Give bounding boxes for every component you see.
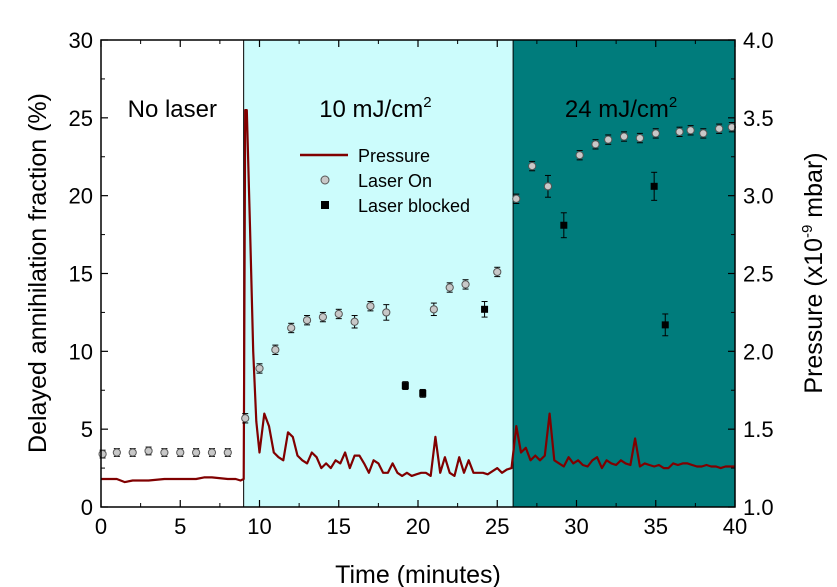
y2-tick-label-5: 3.5: [743, 106, 774, 131]
region-backgrounds: [101, 40, 735, 507]
laser-on-point-14: [318, 312, 327, 322]
laser-on-point-4: [160, 448, 169, 457]
laser-on-point-30: [635, 133, 645, 143]
laser-blocked-point-0: [401, 382, 409, 390]
region-1-label-sup: 2: [423, 94, 431, 111]
laser-on-point-26: [575, 151, 584, 160]
x-tick-label-2: 10: [247, 514, 271, 539]
y-tick-label-6: 30: [69, 28, 93, 53]
laser-on-point-8: [223, 448, 232, 457]
region-0-label-text: No laser: [128, 96, 217, 123]
y2-tick-label-6: 4.0: [743, 28, 774, 53]
laser-blocked-series: [401, 171, 669, 398]
y2-tick-label-0: 1.0: [743, 495, 774, 520]
region-1-label: 10 mJ/cm2: [319, 94, 431, 123]
legend-laser-blocked-label: Laser blocked: [358, 196, 470, 216]
laser-on-point-34: [699, 129, 708, 138]
laser-on-point-25: [543, 182, 553, 191]
x-tick-label-4: 20: [406, 514, 430, 539]
y-tick-label-4: 20: [69, 184, 93, 209]
x-tick-label-0: 0: [95, 514, 107, 539]
laser-on-point-1: [112, 448, 121, 457]
region-0-label: No laser: [128, 96, 217, 123]
laser-on-point-16: [350, 317, 359, 326]
laser-on-point-18: [382, 308, 391, 317]
laser-on-point-15: [334, 309, 343, 319]
y-tick-label-0: 0: [81, 495, 93, 520]
pressure-line: [101, 108, 735, 484]
y2-axis-title-unit: mbar): [800, 152, 828, 224]
region-2-label-sup: 2: [669, 94, 677, 111]
y-axis-right: 1.0 1.5 2.0 2.5 3.0 3.5 4.0: [728, 28, 774, 520]
y2-axis-title: Pressure (x10-9 mbar): [799, 152, 828, 393]
laser-on-point-33: [686, 126, 695, 135]
region-1-label-text: 10 mJ/cm: [319, 96, 423, 123]
laser-on-point-6: [192, 448, 201, 457]
laser-on-point-12: [287, 323, 296, 333]
laser-blocked-point-4: [650, 182, 658, 190]
legend-laser-blocked-swatch: [321, 201, 329, 209]
laser-on-point-21: [461, 280, 470, 289]
y2-tick-label-1: 1.5: [743, 417, 774, 442]
legend-pressure-label: Pressure: [358, 146, 430, 166]
laser-on-point-32: [675, 127, 684, 136]
x-tick-label-8: 40: [723, 514, 747, 539]
y-axis-title: Delayed annihilation fraction (%): [24, 93, 52, 453]
y2-axis-title-main: Pressure (x10: [800, 238, 828, 394]
laser-on-point-5: [176, 448, 185, 457]
laser-blocked-point-2: [481, 305, 489, 313]
laser-on-point-23: [512, 194, 521, 203]
y2-tick-label-4: 3.0: [743, 184, 774, 209]
laser-on-point-7: [207, 448, 217, 457]
laser-blocked-point-5: [661, 321, 669, 329]
laser-on-point-11: [271, 345, 280, 354]
laser-on-point-19: [429, 305, 438, 314]
laser-on-point-9: [241, 414, 250, 423]
laser-on-point-22: [493, 267, 502, 277]
laser-on-point-35: [715, 124, 724, 133]
y-tick-label-2: 10: [69, 339, 93, 364]
laser-on-point-0: [98, 449, 107, 459]
legend-laser-on-swatch: [320, 175, 330, 185]
x-tick-label-3: 15: [327, 514, 351, 539]
laser-on-point-29: [619, 132, 629, 141]
laser-on-point-28: [604, 135, 613, 144]
legend: Pressure Laser On Laser blocked: [300, 146, 470, 216]
x-tick-label-7: 35: [644, 514, 668, 539]
x-tick-label-6: 30: [564, 514, 588, 539]
y2-tick-label-2: 2.0: [743, 339, 774, 364]
laser-on-point-24: [528, 161, 537, 171]
y-tick-label-1: 5: [81, 417, 93, 442]
y-tick-label-3: 15: [69, 262, 93, 287]
region-1-background: [243, 40, 514, 507]
pressure-series: [101, 108, 735, 484]
laser-on-series: [98, 122, 736, 459]
laser-on-point-13: [302, 316, 312, 325]
x-tick-label-5: 25: [485, 514, 509, 539]
laser-on-point-31: [651, 129, 660, 138]
laser-on-point-20: [445, 283, 454, 292]
region-0-background: [101, 40, 244, 507]
legend-laser-on-label: Laser On: [358, 171, 432, 191]
laser-on-point-3: [144, 446, 153, 456]
x-tick-label-1: 5: [174, 514, 186, 539]
y-tick-label-5: 25: [69, 106, 93, 131]
laser-on-point-2: [128, 448, 137, 457]
laser-blocked-point-1: [419, 389, 427, 397]
region-labels: No laser 10 mJ/cm2 24 mJ/cm2: [128, 94, 678, 123]
laser-on-point-17: [366, 302, 375, 311]
laser-on-point-27: [591, 140, 600, 149]
region-2-label: 24 mJ/cm2: [565, 94, 677, 123]
y2-tick-label-3: 2.5: [743, 262, 774, 287]
region-2-label-text: 24 mJ/cm: [565, 96, 669, 123]
y-axis-left: 0 5 10 15 20 25 30: [69, 28, 108, 520]
laser-on-point-10: [255, 364, 264, 373]
y2-axis-title-exp: -9: [799, 225, 816, 238]
x-axis-title: Time (minutes): [335, 561, 501, 587]
x-axis: 0 5 10 15 20 25 30 35 40: [95, 40, 747, 539]
laser-blocked-point-3: [560, 221, 568, 229]
